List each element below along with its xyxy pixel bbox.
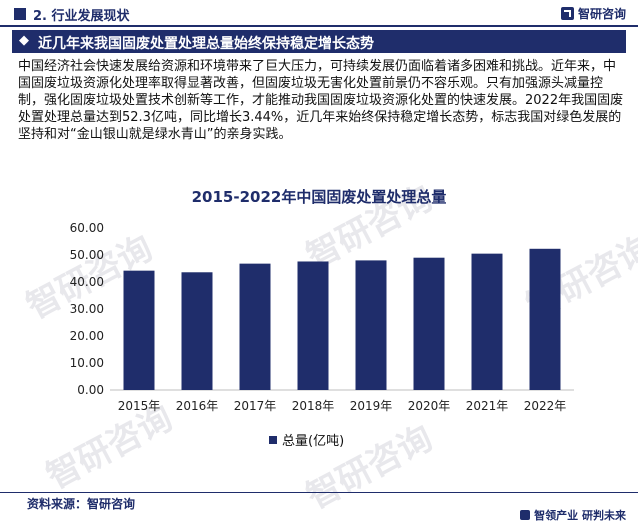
- intro-paragraph: 中国经济社会快速发展给资源和环境带来了巨大压力，可持续发展仍面临着诸多困难和挑战…: [18, 59, 624, 142]
- bar: [239, 263, 271, 390]
- bar: [355, 260, 387, 390]
- brand-logo-icon: [560, 7, 574, 20]
- bar: [413, 257, 445, 390]
- diamond-icon: ◆: [19, 33, 29, 48]
- y-tick-label: 60.00: [70, 221, 104, 235]
- legend-label: 总量(亿吨): [282, 434, 345, 449]
- x-tick-label: 2018年: [292, 399, 335, 413]
- chart-title: 2015-2022年中国固废处置处理总量: [191, 188, 447, 206]
- x-tick-label: 2019年: [350, 399, 393, 413]
- banner-title: 近几年来我国固废处置处理总量始终保持稳定增长态势: [38, 36, 374, 52]
- brand: 智研咨询: [560, 5, 626, 22]
- bar: [529, 248, 561, 390]
- data-source: 资料来源：智研咨询: [27, 497, 136, 511]
- top-bar: 2. 行业发展现状 智研咨询: [0, 0, 638, 27]
- section-banner: ◆ 近几年来我国固废处置处理总量始终保持稳定增长态势: [12, 30, 626, 53]
- bar: [181, 272, 213, 390]
- top-divider: [0, 25, 638, 27]
- slogan-text: 智领产业 研判未来: [534, 509, 626, 522]
- bar: [297, 261, 329, 390]
- x-tick-label: 2016年: [176, 399, 219, 413]
- chart-legend: 总量(亿吨): [269, 430, 344, 449]
- x-tick-label: 2020年: [408, 399, 451, 413]
- y-tick-label: 40.00: [70, 275, 104, 289]
- x-tick-label: 2017年: [234, 399, 277, 413]
- y-tick-label: 30.00: [70, 302, 104, 316]
- section-marker-icon: [14, 8, 26, 20]
- bottom-divider: [0, 492, 638, 493]
- x-tick-label: 2021年: [466, 399, 509, 413]
- watermark: 智研咨询: [300, 418, 440, 518]
- section-label: 2. 行业发展现状: [33, 9, 130, 24]
- bar: [471, 253, 503, 390]
- y-tick-label: 10.00: [70, 356, 104, 370]
- brand-name: 智研咨询: [577, 7, 626, 21]
- bar-chart: 0.00 10.00 20.00 30.00 40.00 50.00 60.00 2015年 2…: [70, 221, 574, 413]
- y-tick-label: 50.00: [70, 248, 104, 262]
- x-tick-label: 2015年: [118, 399, 161, 413]
- slogan-logo-icon: [520, 510, 531, 520]
- legend-swatch: [269, 435, 277, 444]
- y-tick-label: 0.00: [77, 383, 104, 397]
- y-tick-label: 20.00: [70, 329, 104, 343]
- x-tick-label: 2022年: [524, 399, 567, 413]
- bar: [123, 270, 155, 390]
- slogan: 智领产业 研判未来: [520, 507, 626, 523]
